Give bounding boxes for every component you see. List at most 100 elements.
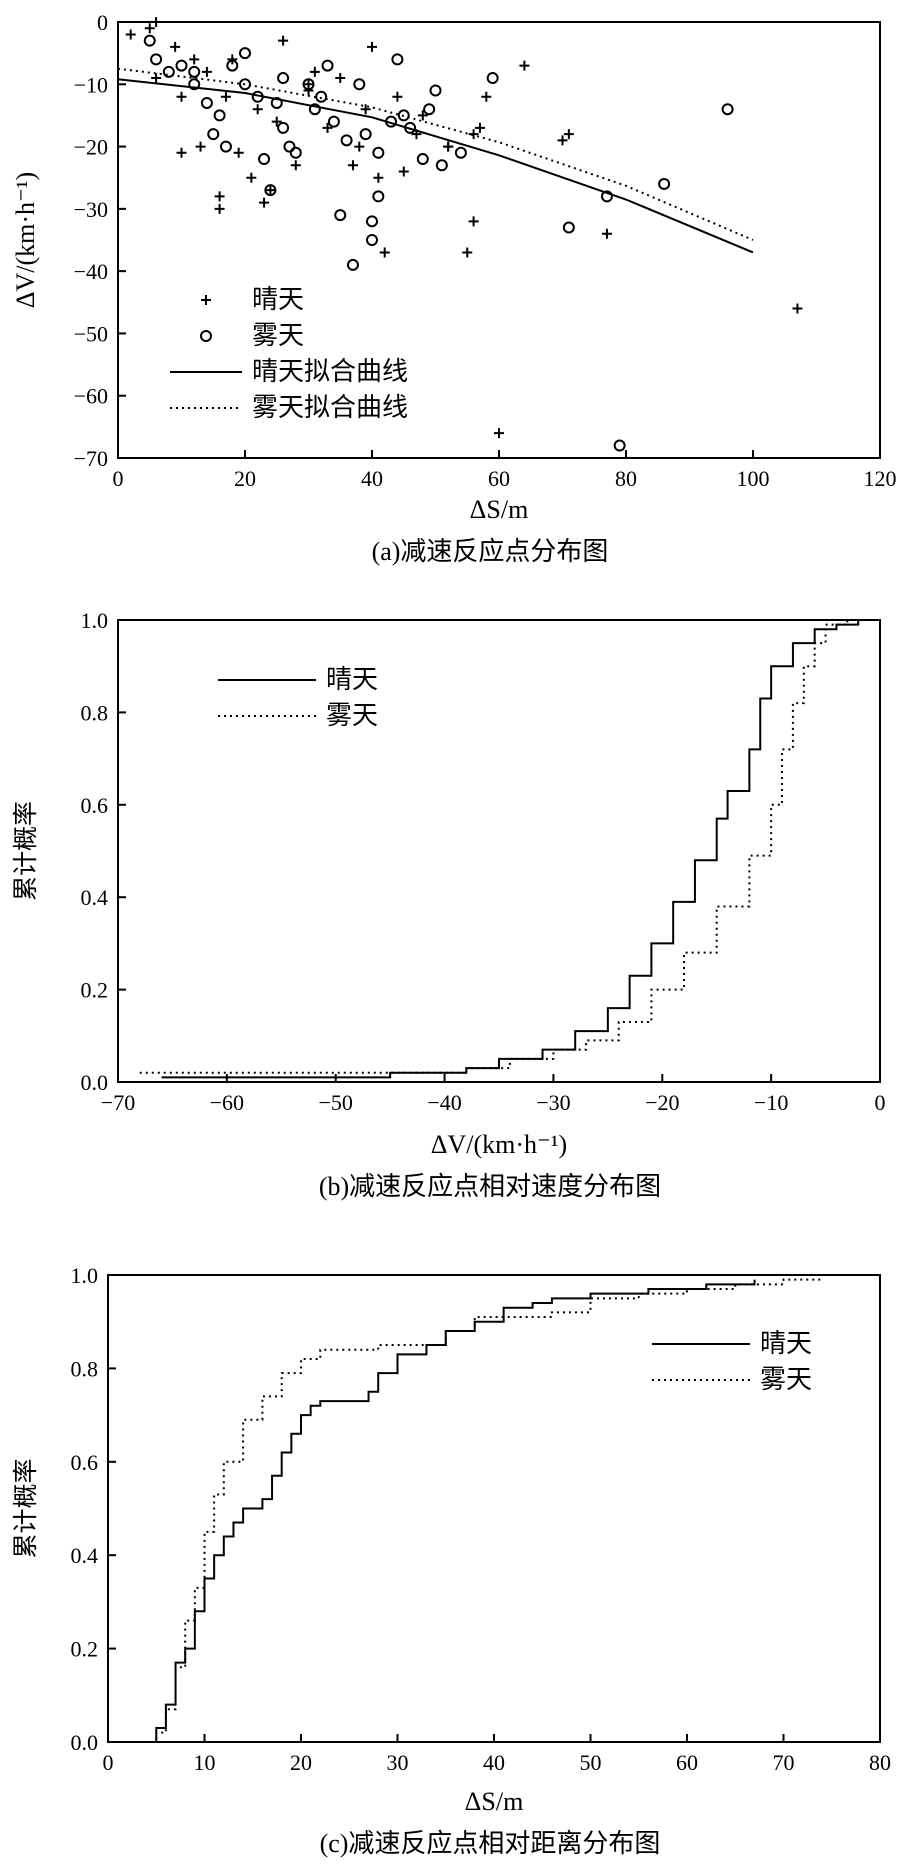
scatter-point-circle — [658, 177, 671, 190]
scatter-point-plus — [259, 197, 270, 208]
scatter-point-plus — [557, 135, 568, 146]
chart-deceleration-scatter: 0 20 40 60 80 100 120 0 −10 −20 −30 −40 −50 −60 −70 ΔS/… — [11, 10, 897, 566]
y-tick-label: 0 — [97, 10, 108, 35]
x-axis-label: ΔS/m — [465, 1787, 524, 1816]
scatter-point-circle — [283, 140, 296, 153]
scatter-point-circle — [213, 109, 226, 122]
chart-caption: (c)减速反应点相对距离分布图 — [320, 1829, 661, 1858]
scatter-point-plus — [303, 85, 314, 96]
scatter-point-circle — [454, 146, 467, 159]
legend-label: 晴天 — [252, 285, 304, 315]
legend-marker-plus — [201, 295, 211, 305]
x-tick-label: −40 — [427, 1090, 461, 1115]
scatter-point-circle — [416, 153, 429, 166]
scatter-point-plus — [360, 104, 371, 115]
scatter-point-circle — [366, 215, 378, 228]
scatter-point-circle — [346, 258, 359, 271]
scatter-point-circle — [372, 190, 385, 203]
legend-label: 晴天 — [760, 1329, 812, 1359]
legend-label: 雾天拟合曲线 — [252, 393, 408, 423]
scatter-point-circle — [150, 53, 163, 66]
legend-label: 晴天 — [326, 665, 378, 695]
legend-marker-circle — [200, 330, 212, 342]
legend-label: 雾天 — [252, 321, 304, 351]
x-tick-label: −20 — [645, 1090, 679, 1115]
scatter-point-circle — [270, 96, 283, 109]
scatter-point-plus — [227, 54, 238, 65]
scatter-point-circle — [334, 209, 347, 222]
scatter-point-plus — [347, 160, 358, 171]
y-axis-label: 累计概率 — [11, 1458, 40, 1558]
y-tick-label: 0.2 — [81, 978, 109, 1003]
scatter-point-plus — [379, 247, 390, 258]
x-tick-label: 0 — [875, 1090, 886, 1115]
scatter-point-circle — [353, 78, 366, 91]
scatter-point-circle — [143, 34, 156, 47]
x-tick-label: 80 — [869, 1750, 891, 1775]
cdf-line — [161, 619, 880, 1079]
x-tick-label: −50 — [319, 1090, 353, 1115]
scatter-point-plus — [201, 66, 212, 77]
y-tick-label: 0.0 — [71, 1730, 99, 1755]
x-tick-label: 60 — [676, 1750, 698, 1775]
y-tick-label: 0.4 — [81, 885, 109, 910]
scatter-point-plus — [252, 104, 263, 115]
x-tick-label: 0 — [103, 1750, 114, 1775]
scatter-point-plus — [354, 141, 365, 152]
y-tick-label: 0.2 — [71, 1637, 99, 1662]
y-tick-label: 0.8 — [71, 1356, 99, 1381]
x-axis-label: ΔS/m — [470, 495, 529, 524]
scatter-point-circle — [327, 115, 340, 128]
y-tick-label: −30 — [74, 197, 108, 222]
scatter-point-plus — [443, 141, 454, 152]
cdf-line — [146, 1278, 823, 1743]
scatter-point-circle — [391, 53, 404, 66]
scatter-point-plus — [322, 122, 333, 133]
scatter-point-plus — [494, 428, 504, 439]
scatter-point-circle — [397, 109, 410, 122]
scatter-point-circle — [200, 96, 213, 109]
x-tick-label: −60 — [210, 1090, 244, 1115]
scatter-point-plus — [417, 110, 428, 121]
scatter-point-circle — [340, 134, 353, 147]
scatter-point-plus — [519, 60, 530, 71]
scatter-point-plus — [601, 228, 612, 239]
scatter-point-circle — [239, 47, 251, 60]
cdf-line — [139, 619, 880, 1074]
y-tick-label: −40 — [74, 259, 108, 284]
scatter-point-circle — [289, 146, 302, 159]
scatter-point-circle — [207, 128, 220, 141]
y-tick-label: 1.0 — [71, 1263, 99, 1288]
x-tick-label: −70 — [101, 1090, 135, 1115]
y-axis-label: 累计概率 — [11, 801, 40, 901]
scatter-point-plus — [468, 129, 479, 140]
y-tick-label: 1.0 — [81, 608, 109, 633]
y-tick-label: 0.4 — [71, 1543, 99, 1568]
scatter-point-plus — [392, 91, 403, 102]
fit-curve — [117, 78, 754, 254]
y-tick-label: −70 — [74, 446, 108, 471]
x-tick-label: 40 — [483, 1750, 505, 1775]
scatter-point-circle — [366, 234, 378, 246]
scatter-point-plus — [151, 73, 162, 84]
scatter-point-circle — [277, 72, 290, 85]
scatter-point-circle — [321, 59, 334, 72]
scatter-point-circle — [359, 128, 372, 141]
legend-label: 雾天 — [326, 701, 378, 731]
scatter-point-plus — [563, 129, 574, 140]
scatter-point-plus — [468, 216, 479, 227]
scatter-point-circle — [188, 78, 201, 91]
chart-relative-distance-cdf: 0 10 20 30 40 50 60 70 80 0.0 0.2 0.4 0.6 0.8 1.0 ΔS/m 累… — [11, 1263, 891, 1858]
x-tick-label: 80 — [615, 466, 637, 491]
plot-frame — [117, 21, 881, 459]
x-tick-label: −30 — [536, 1090, 570, 1115]
scatter-point-plus — [246, 172, 257, 183]
x-tick-label: 0 — [113, 466, 124, 491]
scatter-point-circle — [302, 78, 315, 91]
scatter-point-plus — [474, 122, 485, 133]
y-tick-label: 0.6 — [71, 1450, 99, 1475]
chart-caption: (a)减速反应点分布图 — [372, 537, 609, 566]
scatter-point-circle — [264, 184, 277, 197]
scatter-point-circle — [175, 59, 188, 72]
y-axis-label: ΔV/(km·h⁻¹) — [11, 172, 40, 308]
